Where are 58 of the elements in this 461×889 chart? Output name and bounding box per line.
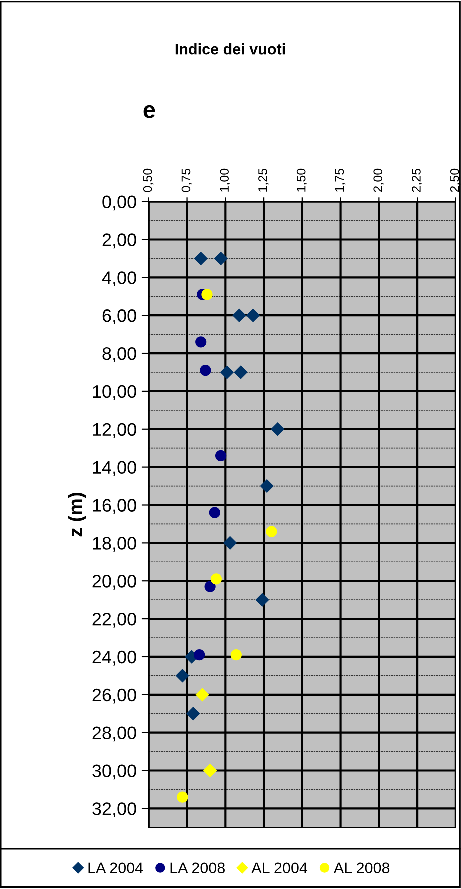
- y-tick-label: 6,00: [102, 310, 136, 324]
- y-tick-label: 18,00: [93, 537, 136, 552]
- y-tick-label: 8,00: [102, 347, 136, 362]
- y-tick-label: 30,00: [92, 764, 136, 780]
- x-tick-label: 2,00: [374, 168, 384, 192]
- point: [214, 252, 228, 266]
- y-axis-title: z (m): [68, 493, 86, 537]
- y-tick-label: 14,00: [93, 461, 136, 476]
- y-tick-label: 0,00: [102, 196, 136, 211]
- x-tick-label: 0,75: [182, 168, 192, 192]
- x-tick-label: 1,25: [258, 168, 269, 192]
- y-tick-label: 10,00: [93, 385, 136, 400]
- point: [204, 764, 217, 778]
- x-tick-label: 2,50: [450, 168, 461, 192]
- x-tick-label: 1,75: [335, 168, 346, 192]
- point: [260, 480, 274, 493]
- y-tick-label: 22,00: [92, 612, 136, 628]
- point: [232, 309, 246, 322]
- point: [196, 688, 210, 702]
- y-tick-label: 12,00: [93, 423, 136, 438]
- point: [230, 650, 242, 661]
- point: [196, 336, 207, 348]
- point: [220, 366, 234, 380]
- point: [200, 365, 212, 376]
- y-tick-label: 32,00: [92, 802, 136, 818]
- legend-label: AL 2008: [334, 862, 390, 874]
- chart-title: Indice dei vuoti: [176, 44, 286, 55]
- y-tick-label: 2,00: [102, 234, 136, 249]
- x-tick-label: 2,25: [412, 168, 422, 192]
- y-tick-label: 20,00: [92, 575, 136, 590]
- point: [204, 581, 216, 592]
- point: [224, 536, 237, 550]
- legend-label: AL 2004: [252, 862, 308, 874]
- point: [209, 507, 220, 518]
- point: [234, 366, 248, 380]
- point: [202, 289, 213, 300]
- x-tick-label: 1,50: [296, 168, 308, 192]
- point: [216, 450, 227, 462]
- x-axis-title: e: [144, 105, 156, 118]
- point: [186, 707, 200, 720]
- point: [271, 422, 284, 436]
- legend-label: LA 2008: [170, 862, 225, 874]
- legend-label: LA 2004: [88, 862, 144, 874]
- point: [176, 669, 190, 683]
- point: [210, 574, 222, 585]
- point: [177, 792, 188, 803]
- point: [246, 309, 260, 322]
- y-tick-label: 4,00: [102, 272, 136, 287]
- x-tick-label: 1,00: [220, 168, 230, 192]
- point: [194, 252, 208, 266]
- point: [194, 650, 206, 661]
- point: [256, 593, 270, 607]
- x-tick-label: 0,50: [143, 168, 154, 192]
- point: [266, 526, 278, 538]
- y-tick-label: 16,00: [93, 499, 136, 514]
- y-tick-label: 26,00: [92, 688, 136, 704]
- y-tick-label: 24,00: [92, 650, 136, 666]
- y-tick-label: 28,00: [92, 726, 136, 742]
